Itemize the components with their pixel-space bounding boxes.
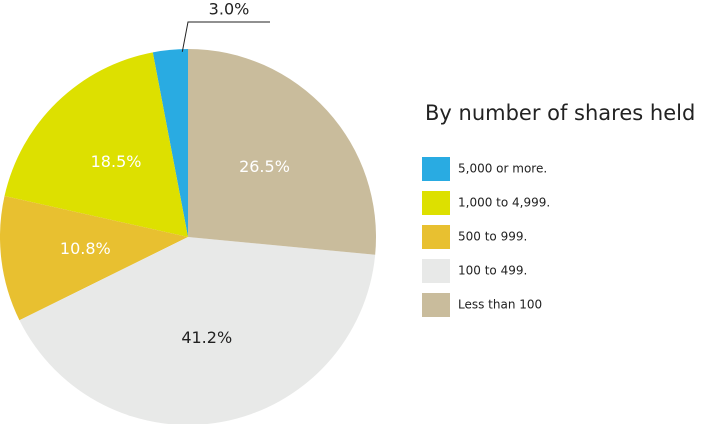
pie-slice [188,48,376,255]
data-label: 41.2% [181,328,232,347]
data-label: 10.8% [60,239,111,258]
legend-label: 500 to 999. [458,230,527,244]
legend-swatch [422,259,450,283]
pie-slice [19,237,376,424]
legend-swatch [422,157,450,181]
data-label: 18.5% [91,152,142,171]
legend-swatch [422,293,450,317]
data-label: 26.5% [239,157,290,176]
legend-title: By number of shares held [425,101,695,125]
legend-label: 5,000 or more. [458,162,547,176]
legend-swatch [422,225,450,249]
pie-slice [0,195,188,321]
legend-label: 1,000 to 4,999. [458,196,550,210]
legend-label: 100 to 499. [458,264,527,278]
leader-line [181,21,270,52]
data-label: 3.0% [209,0,250,19]
legend-swatch [422,191,450,215]
pie-slice [4,52,188,237]
legend-label: Less than 100 [458,298,542,312]
pie-slice [152,49,188,237]
